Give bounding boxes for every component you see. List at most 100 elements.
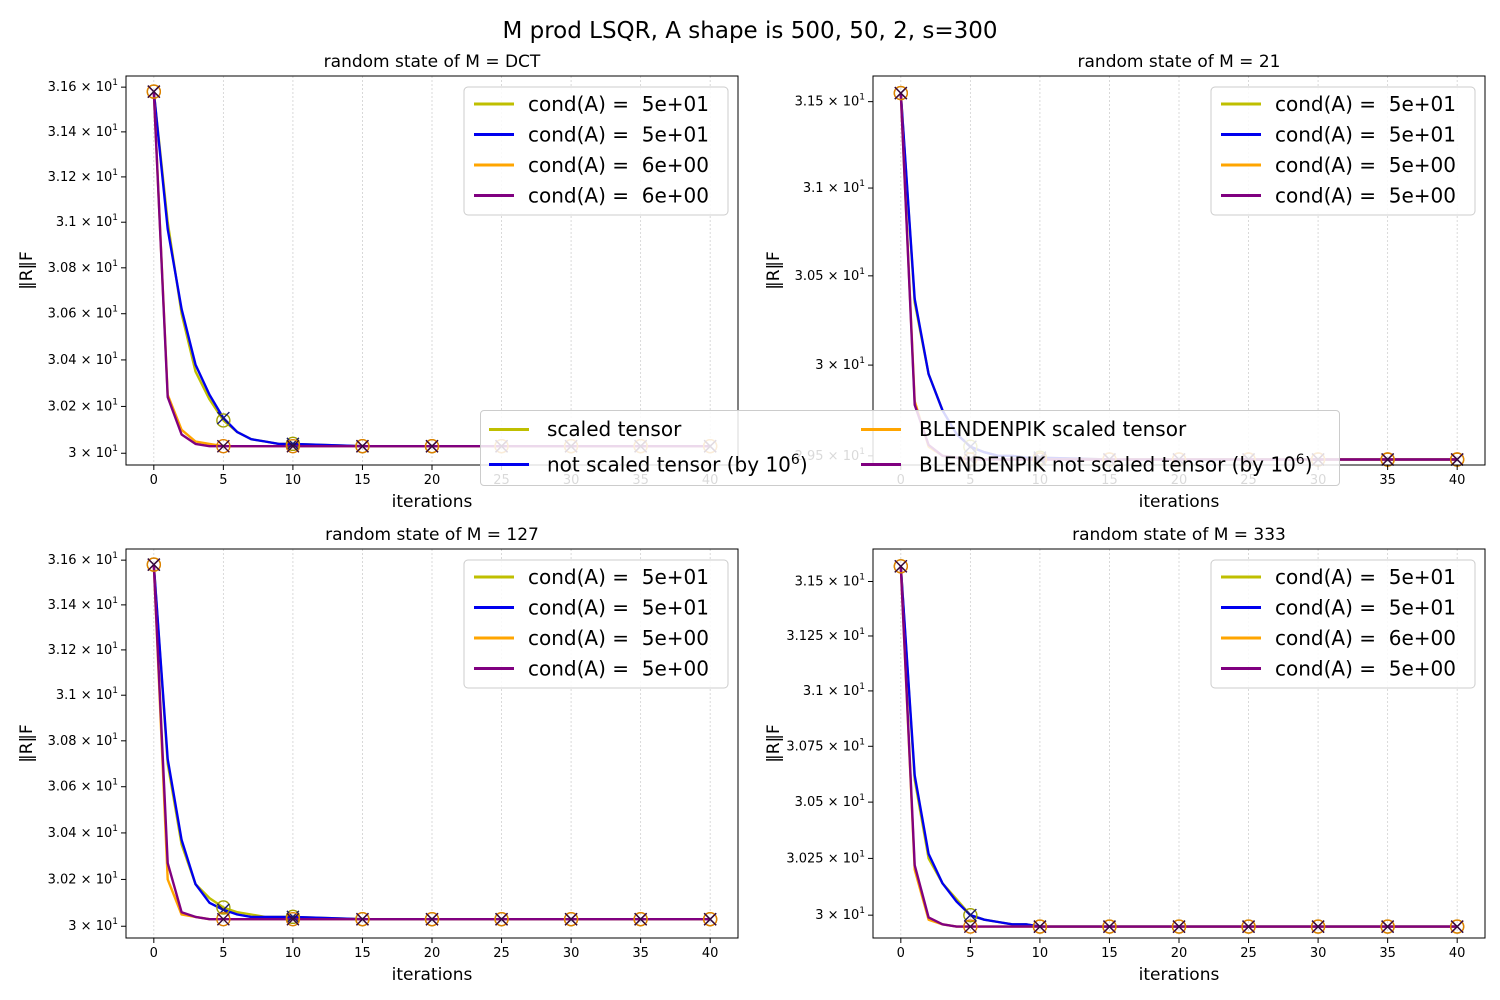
subplot-2: 0 5 10 15 20 25 30 35 40 3.16 × 101 3.14 × 101 3.12… (17, 525, 739, 985)
series-line-3 (899, 566, 1458, 928)
y-tick-label: 3.04 × 101 (48, 824, 118, 841)
series-marker-circle-2 (424, 912, 440, 927)
subplot-legend-label-1: cond(A) = 5e+01 (1275, 123, 1456, 147)
legend-label-scaled-tensor: scaled tensor (547, 417, 682, 441)
y-tick-label: 3 × 101 (68, 444, 118, 461)
legend-swatch-scaled-tensor (489, 427, 529, 431)
series-marker-x-3 (1242, 920, 1256, 934)
y-tick-label: 3.1 × 101 (803, 682, 865, 699)
series-marker-circle-2 (216, 912, 231, 927)
y-tick-label: 3.16 × 101 (48, 78, 118, 95)
series-marker-x-3 (286, 912, 300, 926)
series-marker-x-3 (425, 912, 439, 926)
series-marker-x-3 (355, 439, 369, 453)
x-axis-label: iterations (1139, 965, 1220, 985)
subplot-legend-label-3: cond(A) = 5e+00 (1275, 657, 1456, 681)
series-marker-circle-0 (216, 413, 231, 428)
y-tick-label: 3.06 × 101 (48, 778, 118, 795)
x-tick-label: 10 (285, 946, 302, 961)
subplot-legend-label-0: cond(A) = 5e+01 (528, 92, 709, 116)
x-tick-label: 20 (424, 946, 441, 961)
series-marker-circle-2 (216, 439, 231, 454)
y-tick-label: 3.15 × 101 (795, 572, 865, 589)
figure-title: M prod LSQR, A shape is 500, 50, 2, s=30… (502, 18, 997, 44)
series-marker-x-3 (1311, 920, 1325, 934)
x-tick-label: 40 (702, 946, 719, 961)
subplot-legend-label-0: cond(A) = 5e+01 (1275, 565, 1456, 589)
series-marker-x-3 (495, 912, 509, 926)
x-tick-label: 0 (150, 946, 158, 961)
subplot-legend-label-0: cond(A) = 5e+01 (528, 565, 709, 589)
subplot-legend-label-2: cond(A) = 5e+00 (528, 626, 709, 650)
subplot-title: random state of M = 127 (325, 525, 539, 545)
y-tick-label: 3.025 × 101 (786, 849, 865, 866)
subplot-title: random state of M = DCT (324, 52, 541, 72)
series-marker-circle-2 (355, 439, 370, 454)
x-tick-label: 0 (897, 946, 905, 961)
legend-label-blendenpik-not-scaled: BLENDENPIK not scaled tensor (by 106) (919, 452, 1313, 477)
x-tick-label: 15 (354, 946, 371, 961)
series-marker-circle-2 (285, 439, 301, 454)
subplot-legend-label-1: cond(A) = 5e+01 (1275, 596, 1456, 620)
y-axis-label: ‖R‖F (17, 724, 37, 763)
series-marker-x-1 (286, 910, 300, 924)
x-axis-label: iterations (1139, 492, 1220, 512)
x-tick-label: 40 (1449, 473, 1466, 488)
x-tick-label: 20 (424, 473, 441, 488)
series-marker-circle-2 (1171, 919, 1187, 934)
series-marker-circle-2 (563, 912, 579, 927)
series-marker-x-3 (564, 912, 578, 926)
y-tick-label: 3.15 × 101 (795, 93, 865, 110)
legend-label-not-scaled-prefix: not scaled tensor (by 10 (547, 452, 791, 477)
series-marker-x-3 (147, 558, 161, 572)
series-marker-x-3 (1102, 920, 1116, 934)
legend-label-not-scaled-tensor: not scaled tensor (by 106) (547, 452, 808, 477)
series-marker-x-1 (963, 908, 977, 922)
subplot-legend-label-1: cond(A) = 5e+01 (528, 596, 709, 620)
series-marker-x-3 (355, 912, 369, 926)
series-marker-x-3 (1450, 453, 1464, 466)
y-tick-label: 3 × 101 (815, 906, 865, 923)
series-marker-circle-2 (285, 912, 301, 927)
y-tick-label: 3.125 × 101 (786, 627, 865, 644)
subplot-legend-label-3: cond(A) = 6e+00 (528, 184, 709, 208)
x-tick-label: 40 (1449, 946, 1466, 961)
y-tick-label: 3.08 × 101 (48, 732, 118, 749)
y-axis-label: ‖R‖F (764, 251, 784, 290)
legend-entry-blendenpik-not-scaled: BLENDENPIK not scaled tensor (by 106) (861, 447, 1313, 481)
subplot-legend-label-2: cond(A) = 6e+00 (528, 153, 709, 177)
y-tick-label: 3.05 × 101 (795, 793, 865, 810)
legend-label-blendenpik-not-scaled-sup: 6 (1295, 451, 1305, 468)
x-tick-label: 35 (632, 946, 649, 961)
series-marker-x-3 (216, 912, 230, 926)
series-marker-x-3 (286, 439, 300, 453)
series-marker-circle-0 (963, 907, 978, 923)
y-axis-label: ‖R‖F (764, 724, 784, 763)
subplot-legend-label-1: cond(A) = 5e+01 (528, 123, 709, 147)
y-axis-label: ‖R‖F (17, 251, 37, 290)
subplot-legend-box (463, 559, 729, 689)
series-marker-circle-2 (1032, 919, 1048, 934)
figure-legend: scaled tensor BLENDENPIK scaled tensor n… (480, 410, 1340, 486)
series-marker-circle-2 (494, 912, 509, 927)
series-marker-x-3 (147, 85, 161, 99)
x-tick-label: 35 (1379, 473, 1396, 488)
subplot-legend-label-2: cond(A) = 5e+00 (1275, 153, 1456, 177)
x-axis-label: iterations (392, 492, 473, 512)
series-marker-x-3 (894, 559, 908, 573)
y-tick-label: 3.02 × 101 (48, 397, 118, 414)
x-tick-label: 25 (493, 946, 510, 961)
y-tick-label: 3 × 101 (68, 917, 118, 934)
series-marker-circle-2 (424, 439, 440, 454)
x-tick-label: 10 (1032, 946, 1049, 961)
x-tick-label: 15 (354, 473, 371, 488)
x-tick-label: 25 (1240, 946, 1257, 961)
legend-label-blendenpik-scaled: BLENDENPIK scaled tensor (919, 417, 1187, 441)
series-marker-circle-2 (146, 84, 162, 99)
series-marker-x-3 (963, 920, 977, 934)
subplot-legend-label-0: cond(A) = 5e+01 (1275, 92, 1456, 116)
legend-entry-not-scaled-tensor: not scaled tensor (by 106) (489, 447, 808, 481)
series-marker-x-3 (1381, 453, 1395, 466)
y-tick-label: 3.1 × 101 (56, 213, 118, 230)
